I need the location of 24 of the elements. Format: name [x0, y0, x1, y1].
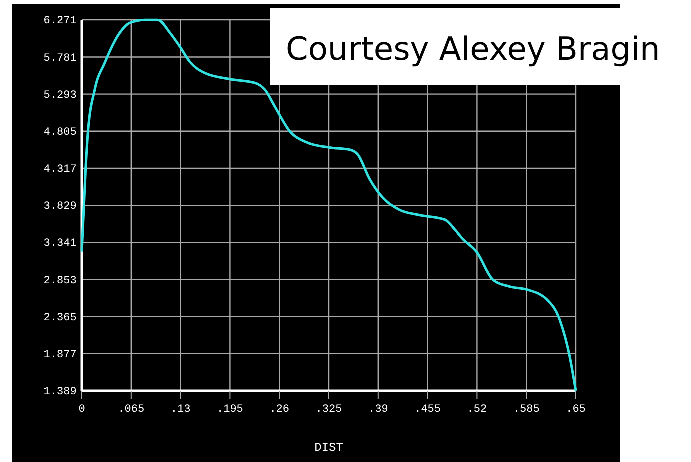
y-tick-label: 2.365	[44, 312, 77, 324]
x-tick-label: .26	[270, 404, 290, 416]
y-tick-label: 1.877	[44, 349, 77, 362]
y-tick-label: 5.293	[44, 90, 77, 102]
y-tick-label: 3.341	[44, 238, 78, 250]
x-tick-label: .65	[566, 404, 586, 416]
x-tick-label: .455	[414, 404, 442, 416]
y-tick-label: 5.781	[44, 52, 78, 65]
x-tick-label: .325	[316, 404, 342, 416]
y-tick-label: 4.317	[44, 164, 77, 176]
x-tick-label: .585	[513, 404, 540, 416]
annotation: Courtesy Alexey Bragin	[286, 30, 660, 68]
y-tick-label: 3.829	[44, 201, 77, 214]
y-tick-label: 4.805	[44, 126, 77, 139]
y-tick-label: 6.271	[44, 16, 78, 28]
y-tick-label: 2.853	[44, 275, 77, 288]
x-axis-title: DIST	[314, 441, 344, 455]
x-tick-label: .52	[467, 404, 488, 416]
x-tick-label: .39	[368, 404, 388, 416]
x-tick-label: .195	[216, 404, 244, 416]
x-tick-label: .065	[118, 404, 145, 416]
x-tick-label: 0	[78, 404, 86, 416]
x-tick-label: .13	[170, 404, 191, 416]
y-tick-label: 1.389	[44, 386, 77, 399]
